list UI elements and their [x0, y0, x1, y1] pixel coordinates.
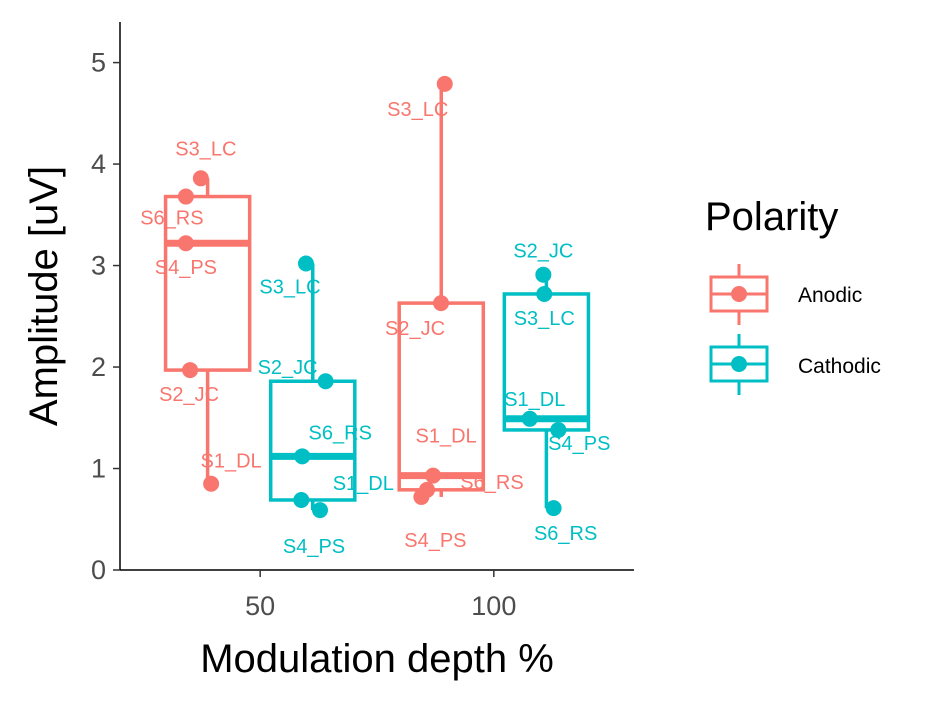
axis-ticks: 0 1 2 3 4 5 50 100 — [91, 48, 516, 621]
y-tick-label: 5 — [91, 48, 106, 78]
data-point — [536, 285, 553, 302]
x-tick-label: 50 — [245, 591, 275, 621]
data-point — [413, 488, 430, 505]
y-tick-label: 4 — [91, 149, 106, 179]
point-label: S2_JC — [513, 241, 573, 263]
point-label: S3_LC — [514, 308, 575, 330]
data-point — [311, 502, 328, 519]
data-point — [297, 255, 314, 272]
point-label: S1_DL — [415, 426, 476, 448]
data-point — [293, 491, 310, 508]
data-point — [203, 475, 220, 492]
point-label: S4_PS — [283, 536, 345, 558]
data-point — [177, 235, 194, 252]
point-label: S2_JC — [159, 384, 219, 406]
legend-title: Polarity — [705, 195, 838, 239]
legend-key-cathodic — [709, 334, 769, 395]
point-label: S2_JC — [385, 318, 445, 340]
data-point — [425, 467, 442, 484]
point-label: S6_RS — [140, 208, 203, 230]
box-cathodic-100 — [502, 292, 591, 432]
point-label: S2_JC — [258, 357, 318, 379]
data-point — [436, 75, 453, 92]
point-label: S1_DL — [333, 473, 394, 495]
point-label: S6_RS — [534, 523, 597, 545]
box-cathodic-50 — [268, 379, 357, 502]
data-point — [182, 362, 199, 379]
box-anodic-50 — [163, 194, 252, 372]
point-label: S4_PS — [548, 433, 610, 455]
point-label: S3_LC — [387, 99, 448, 121]
data-point — [550, 421, 567, 438]
data-point — [294, 448, 311, 465]
legend-key-cathodic-point — [731, 356, 747, 372]
y-axis-title: Amplitude [uV] — [22, 166, 66, 426]
x-tick-label: 100 — [471, 591, 516, 621]
point-label: S1_DL — [201, 451, 262, 473]
legend-key-anodic — [709, 264, 769, 325]
y-tick-label: 1 — [91, 454, 106, 484]
data-point — [192, 170, 209, 187]
legend-key-anodic-point — [731, 286, 747, 302]
point-label: S6_RS — [460, 472, 523, 494]
y-tick-label: 0 — [91, 555, 106, 585]
data-point — [317, 373, 334, 390]
point-label: S3_LC — [175, 138, 236, 160]
point-label: S3_LC — [259, 277, 320, 299]
y-tick-label: 3 — [91, 251, 106, 281]
data-point — [545, 500, 562, 517]
legend-label-anodic: Anodic — [798, 284, 862, 307]
legend-label-cathodic: Cathodic — [798, 355, 881, 378]
legend: Polarity Anodic Cathodic — [705, 195, 881, 395]
point-label: S4_PS — [155, 257, 217, 279]
data-point — [521, 410, 538, 427]
data-point — [177, 188, 194, 205]
point-label: S6_RS — [309, 422, 372, 444]
point-label: S1_DL — [504, 389, 565, 411]
point-label: S4_PS — [404, 530, 466, 552]
data-point — [535, 266, 552, 283]
plot-area: S3_LC S6_RS S4_PS S2_JC S1_DL S3_LC S2_JC S6_RS… — [140, 75, 610, 558]
x-axis-title: Modulation depth % — [200, 637, 554, 681]
y-tick-label: 2 — [91, 352, 106, 382]
data-point — [433, 295, 450, 312]
box-anodic-100 — [397, 301, 486, 492]
